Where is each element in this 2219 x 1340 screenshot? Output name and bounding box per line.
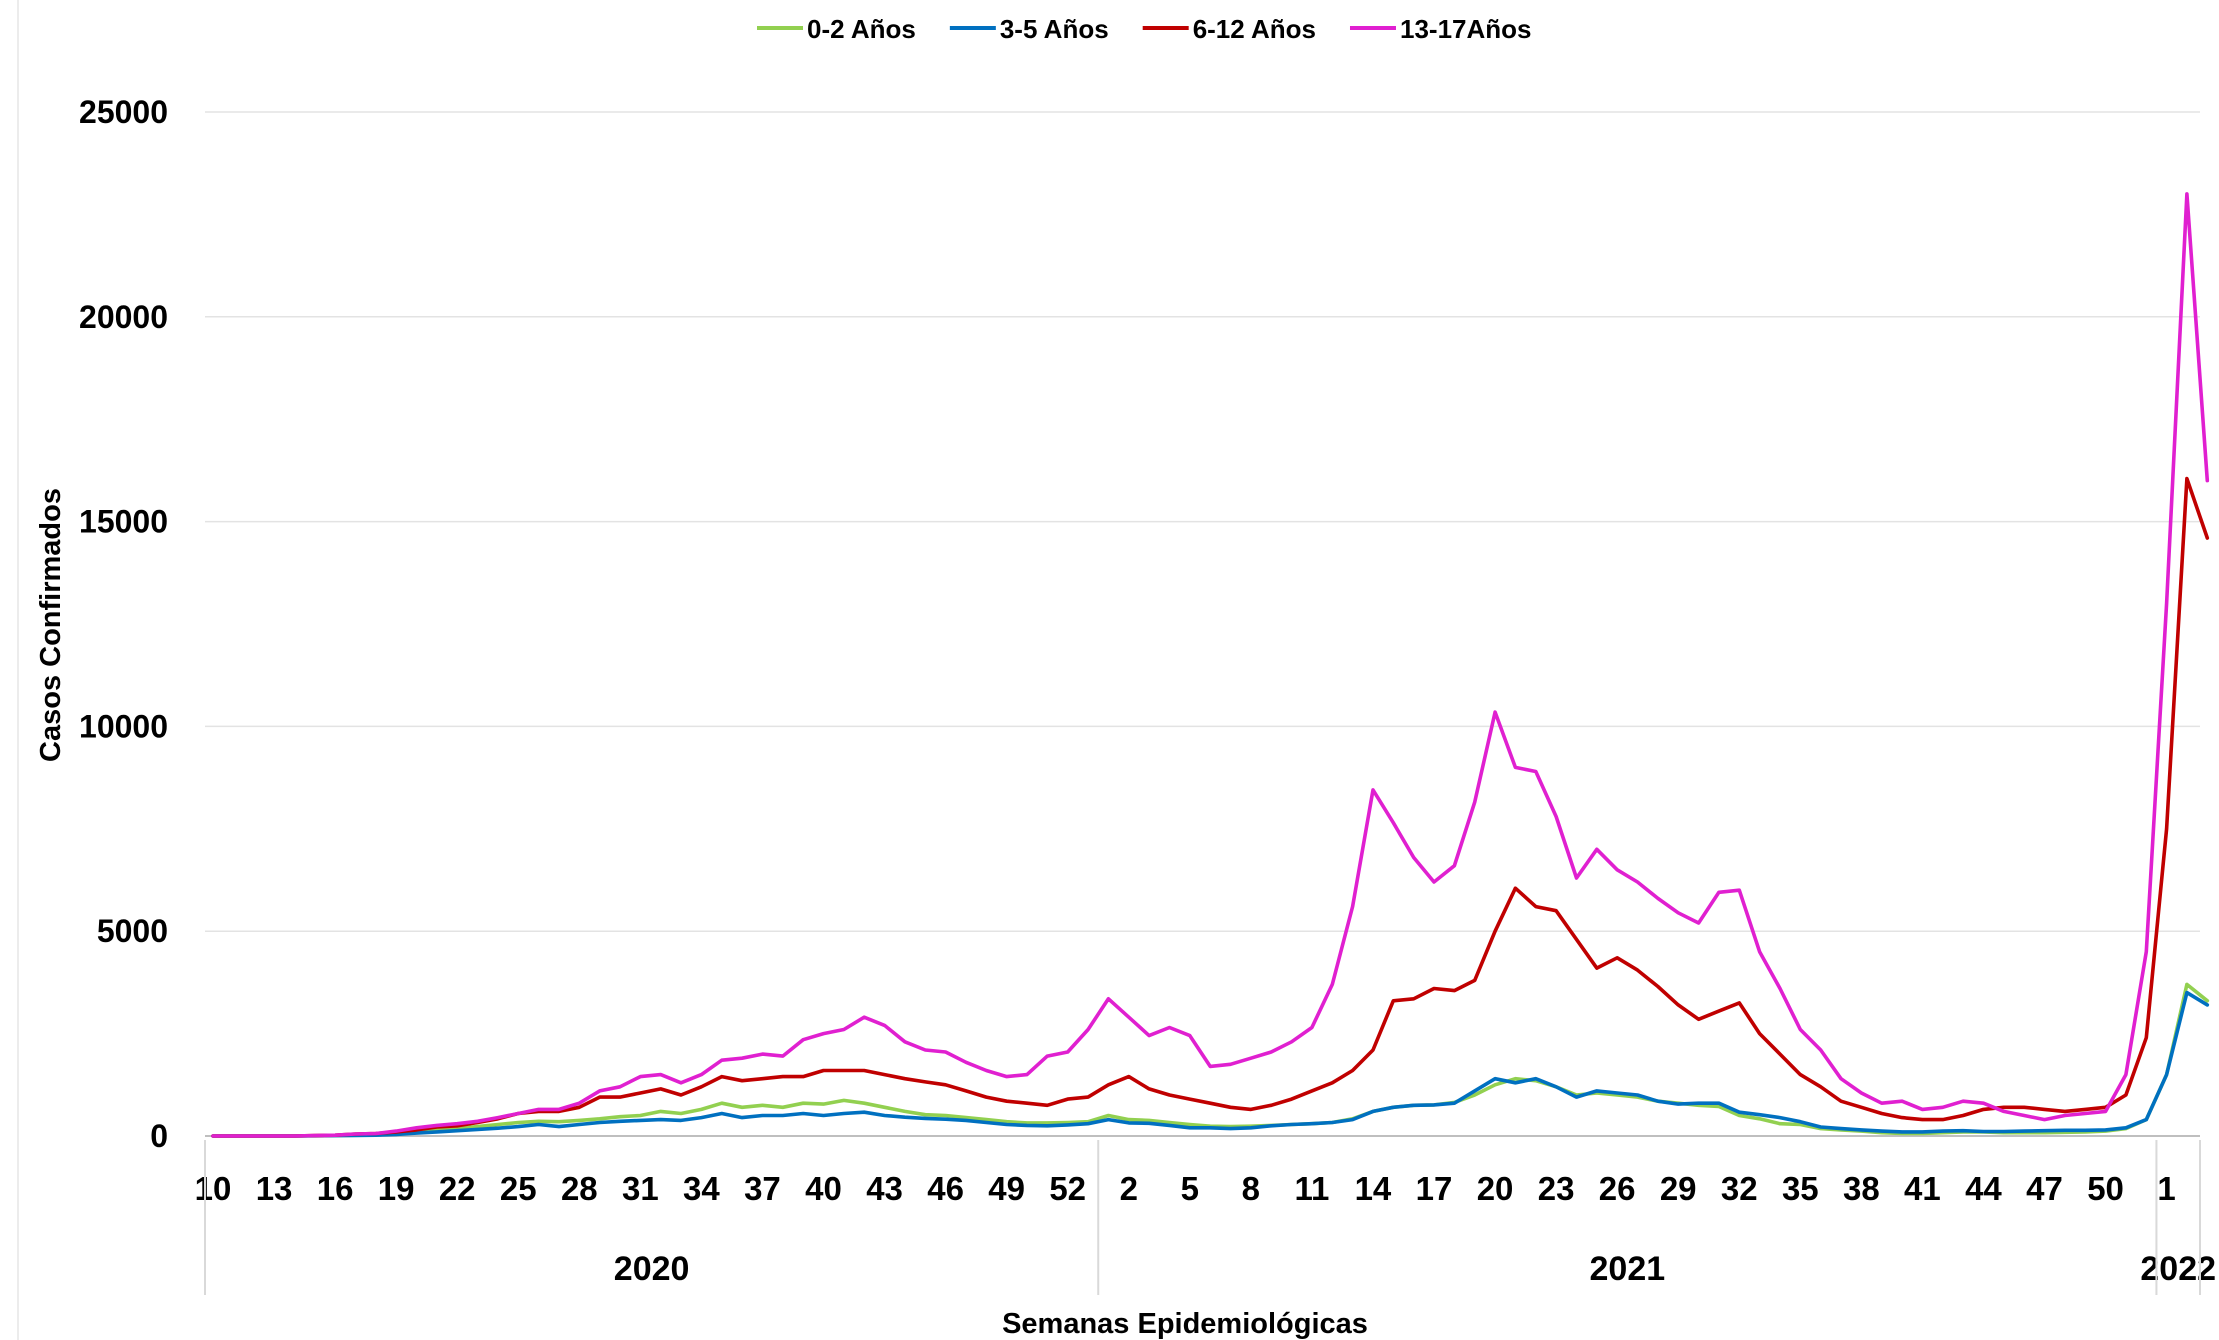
x-tick-label: 14 <box>1355 1170 1392 1207</box>
x-tick-label: 22 <box>439 1170 476 1207</box>
x-tick-label: 28 <box>561 1170 598 1207</box>
y-tick-label: 20000 <box>79 299 168 335</box>
gridlines <box>205 111 2200 1137</box>
x-tick-label: 47 <box>2026 1170 2063 1207</box>
y-tick-label: 5000 <box>97 913 168 949</box>
x-tick-label: 49 <box>988 1170 1025 1207</box>
x-tick-label: 10 <box>195 1170 232 1207</box>
x-tick-label: 44 <box>1965 1170 2002 1207</box>
x-tick-label: 34 <box>683 1170 720 1207</box>
x-tick-label: 5 <box>1181 1170 1199 1207</box>
x-tick-label: 52 <box>1049 1170 1086 1207</box>
legend-label: 0-2 Años <box>807 14 916 44</box>
x-tick-label: 31 <box>622 1170 659 1207</box>
x-tick-label: 8 <box>1242 1170 1260 1207</box>
x-tick-label: 17 <box>1416 1170 1453 1207</box>
legend-label: 13-17Años <box>1400 14 1532 44</box>
x-tick-label: 23 <box>1538 1170 1575 1207</box>
x-tick-label: 40 <box>805 1170 842 1207</box>
y-tick-label: 15000 <box>79 504 168 540</box>
x-tick-label: 41 <box>1904 1170 1941 1207</box>
x-tick-label: 25 <box>500 1170 537 1207</box>
series-lines <box>211 192 2210 1138</box>
x-tick-label: 32 <box>1721 1170 1758 1207</box>
x-tick-label: 50 <box>2087 1170 2124 1207</box>
x-tick-label: 16 <box>317 1170 354 1207</box>
legend: 0-2 Años 3-5 Años 6-12 Años 13-17Años <box>757 14 1531 44</box>
year-group-labels: 2020 2021 2022 <box>204 1140 2216 1295</box>
x-tick-label: 46 <box>927 1170 964 1207</box>
x-tick-label: 43 <box>866 1170 903 1207</box>
legend-label: 6-12 Años <box>1193 14 1316 44</box>
y-tick-labels: 0 5000 10000 15000 20000 25000 <box>79 94 168 1154</box>
x-tick-labels: 10 13 16 19 22 25 28 31 34 37 40 43 46 49 52 2 5 8 11 14 17 2… <box>195 1170 2176 1207</box>
y-axis-title: Casos Confirmados <box>35 488 67 762</box>
year-label: 2021 <box>1590 1250 1666 1288</box>
x-tick-label: 1 <box>2157 1170 2175 1207</box>
legend-label: 3-5 Años <box>1000 14 1109 44</box>
y-tick-label: 10000 <box>79 708 168 744</box>
year-label: 2022 <box>2140 1250 2216 1288</box>
x-tick-label: 37 <box>744 1170 781 1207</box>
series-line <box>211 990 2210 1138</box>
x-tick-label: 35 <box>1782 1170 1819 1207</box>
x-tick-label: 13 <box>256 1170 293 1207</box>
y-tick-label: 0 <box>150 1118 168 1154</box>
x-axis-title: Semanas Epidemiológicas <box>1002 1308 1368 1340</box>
y-tick-label: 25000 <box>79 94 168 130</box>
year-label: 2020 <box>614 1250 690 1288</box>
x-tick-label: 29 <box>1660 1170 1697 1207</box>
x-tick-label: 20 <box>1477 1170 1514 1207</box>
x-tick-label: 26 <box>1599 1170 1636 1207</box>
x-tick-label: 11 <box>1294 1170 1329 1207</box>
series-line <box>211 192 2210 1138</box>
x-tick-label: 2 <box>1120 1170 1138 1207</box>
x-tick-label: 19 <box>378 1170 415 1207</box>
x-tick-label: 38 <box>1843 1170 1880 1207</box>
series-line <box>211 476 2210 1138</box>
